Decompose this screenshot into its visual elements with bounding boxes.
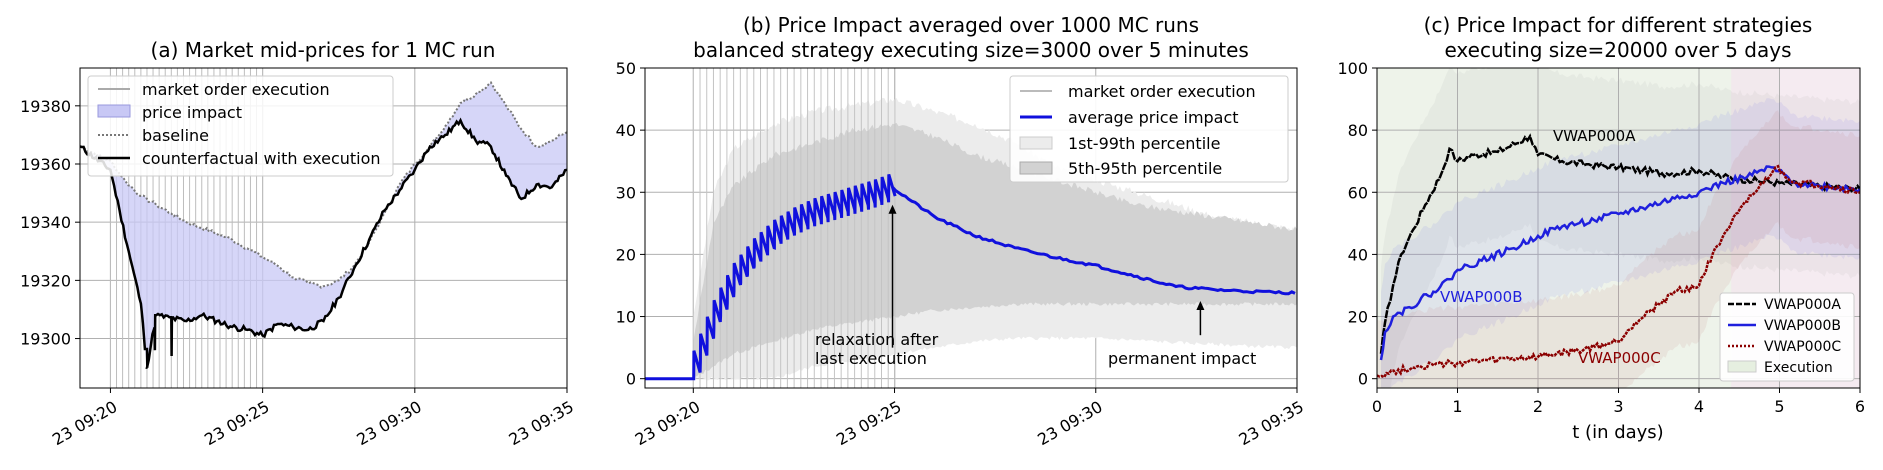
series-label-vwap000a: VWAP000A xyxy=(1553,127,1636,145)
x-tick-label: 23 09:30 xyxy=(1034,397,1105,449)
panel-b-legend: market order execution average price imp… xyxy=(1009,75,1289,183)
legend-label: 5th-95th percentile xyxy=(1068,159,1222,178)
panel-a-price-impact-area xyxy=(80,82,567,361)
y-tick-label: 19300 xyxy=(20,330,71,349)
y-tick-label: 10 xyxy=(616,308,636,327)
x-tick-label: 6 xyxy=(1855,397,1865,416)
annotation-permanent-impact: permanent impact xyxy=(1108,349,1256,368)
y-tick-label: 80 xyxy=(1348,121,1368,140)
x-tick-label: 4 xyxy=(1694,397,1704,416)
x-tick-label: 1 xyxy=(1452,397,1462,416)
x-tick-label: 23 09:20 xyxy=(49,397,120,449)
y-tick-label: 40 xyxy=(616,121,636,140)
legend-label: 1st-99th percentile xyxy=(1068,134,1220,153)
panel-c-vwap000a-line xyxy=(1379,133,1860,354)
y-tick-label: 50 xyxy=(616,59,636,78)
legend-label: baseline xyxy=(142,126,209,145)
panel-c-title: (c) Price Impact for different strategie… xyxy=(1424,13,1813,37)
panel-b-title: (b) Price Impact averaged over 1000 MC r… xyxy=(743,13,1199,37)
y-tick-label: 19360 xyxy=(20,155,71,174)
panel-b-average-impact-line xyxy=(645,173,1296,381)
series-label-vwap000b: VWAP000B xyxy=(1440,288,1523,306)
execution-band xyxy=(1377,68,1780,388)
legend-swatch-5-95 xyxy=(1019,161,1053,175)
y-tick-label: 100 xyxy=(1337,59,1368,78)
legend-label: Execution xyxy=(1764,360,1833,376)
panel-a-y-ticks: 19300 19320 19340 19360 19380 xyxy=(20,97,80,349)
x-tick-label: 23 09:25 xyxy=(201,397,272,449)
legend-label: counterfactual with execution xyxy=(142,149,381,168)
panel-b-y-ticks: 0 10 20 30 40 50 xyxy=(616,59,645,389)
panel-b-frame xyxy=(644,67,1298,389)
y-tick-label: 20 xyxy=(1348,308,1368,327)
y-tick-label: 0 xyxy=(1358,370,1368,389)
panel-a-title: (a) Market mid-prices for 1 MC run xyxy=(151,38,496,62)
panel-c-subtitle: executing size=20000 over 5 days xyxy=(1444,38,1791,62)
x-tick-label: 5 xyxy=(1774,397,1784,416)
y-tick-label: 60 xyxy=(1348,183,1368,202)
panel-c-vwap000b-band xyxy=(1381,98,1860,388)
y-tick-label: 19340 xyxy=(20,213,71,232)
legend-label: market order execution xyxy=(142,80,330,99)
legend-label: price impact xyxy=(142,103,242,122)
panel-b-x-ticks: 23 09:20 23 09:25 23 09:30 23 09:35 xyxy=(632,388,1307,449)
panel-c-x-ticks: 0 1 2 3 4 5 6 xyxy=(1372,388,1865,416)
panel-b-subtitle: balanced strategy executing size=3000 ov… xyxy=(693,38,1249,62)
y-tick-label: 30 xyxy=(616,183,636,202)
y-tick-label: 40 xyxy=(1348,245,1368,264)
y-tick-label: 19380 xyxy=(20,97,71,116)
x-tick-label: 23 09:30 xyxy=(353,397,424,449)
legend-label: market order execution xyxy=(1068,82,1256,101)
panel-b-execution-lines xyxy=(692,68,896,388)
panel-c-background-bands xyxy=(1377,68,1860,388)
panel-c-x-axis-label: t (in days) xyxy=(1572,422,1663,443)
x-tick-label: 2 xyxy=(1533,397,1543,416)
x-tick-label: 3 xyxy=(1613,397,1623,416)
annotation-relaxation-line1: relaxation after xyxy=(815,330,939,349)
series-label-vwap000c: VWAP000C xyxy=(1578,349,1661,367)
panel-c-y-ticks: 0 20 40 60 80 100 xyxy=(1337,59,1377,389)
legend-swatch-price-impact xyxy=(97,104,131,118)
panel-b-annotation-relaxation: relaxation after last execution xyxy=(815,204,939,368)
panel-c: (c) Price Impact for different strategie… xyxy=(1337,13,1865,443)
legend-label: average price impact xyxy=(1068,108,1239,127)
legend-label: VWAP000A xyxy=(1764,297,1841,313)
y-tick-label: 20 xyxy=(616,245,636,264)
panel-a: (a) Market mid-prices for 1 MC run 19300… xyxy=(20,38,577,449)
x-tick-label: 23 09:25 xyxy=(833,397,904,449)
panel-b: (b) Price Impact averaged over 1000 MC r… xyxy=(616,13,1307,449)
x-tick-label: 0 xyxy=(1372,397,1382,416)
annotation-relaxation-line2: last execution xyxy=(815,349,927,368)
panel-c-vwap000b-line xyxy=(1379,165,1860,361)
panel-a-frame xyxy=(79,67,568,389)
x-tick-label: 23 09:35 xyxy=(506,397,577,449)
panel-b-5-95-band xyxy=(693,122,1297,379)
y-tick-label: 0 xyxy=(626,370,636,389)
panel-a-legend: market order execution price impact base… xyxy=(87,75,394,177)
legend-swatch-1-99 xyxy=(1019,136,1053,150)
panel-a-counterfactual-line xyxy=(80,117,567,369)
panel-c-vwap000c-line xyxy=(1377,164,1860,379)
legend-label: VWAP000C xyxy=(1764,339,1841,355)
legend-swatch-execution xyxy=(1727,360,1757,373)
panel-a-baseline-line xyxy=(80,80,567,289)
legend-label: VWAP000B xyxy=(1764,318,1841,334)
panel-a-x-ticks: 23 09:20 23 09:25 23 09:30 23 09:35 xyxy=(49,388,577,449)
panel-c-legend: VWAP000A VWAP000B VWAP000C Execution xyxy=(1719,292,1855,382)
x-tick-label: 23 09:35 xyxy=(1236,397,1307,449)
panel-b-annotation-permanent: permanent impact xyxy=(1108,301,1256,368)
y-tick-label: 19320 xyxy=(20,271,71,290)
x-tick-label: 23 09:20 xyxy=(632,397,703,449)
